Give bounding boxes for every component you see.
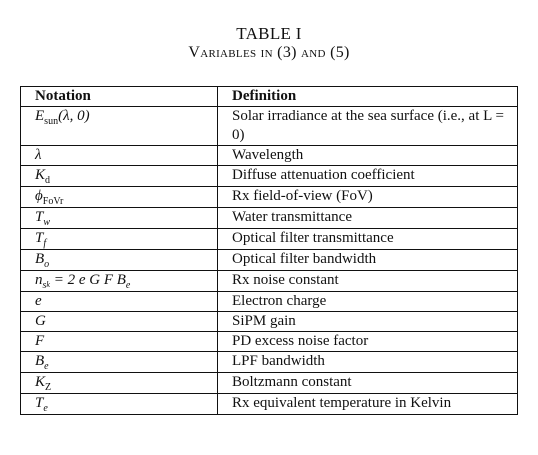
table-row: λ Wavelength xyxy=(20,145,518,166)
notation-subscript: FoVr xyxy=(42,196,64,207)
definition-cell: Optical filter transmittance xyxy=(217,228,518,250)
table-row: nsk = 2 e G F Be Rx noise constant xyxy=(20,270,518,292)
header-definition: Definition xyxy=(217,86,518,107)
notation-cell: Be xyxy=(20,351,218,373)
notation-subscript: s xyxy=(42,280,47,291)
notation-cell: F xyxy=(20,331,218,352)
notation-expression: (λ, 0) xyxy=(58,108,90,124)
definition-cell: Rx noise constant xyxy=(217,270,518,292)
notation-cell: Kd xyxy=(20,165,218,187)
definition-cell: Rx field-of-view (FoV) xyxy=(217,186,518,208)
definition-cell: SiPM gain xyxy=(217,311,518,332)
notation-cell: Bo xyxy=(20,249,218,271)
notation-subscript: d xyxy=(45,175,51,186)
table-body: Esun(λ, 0) Solar irradiance at the sea su… xyxy=(20,106,518,415)
table-row: KZ Boltzmann constant xyxy=(20,372,518,394)
notation-cell: Tw xyxy=(20,207,218,229)
notation-subscript: e xyxy=(43,403,48,414)
notation-subscript: o xyxy=(44,259,50,270)
notation-cell: Esun(λ, 0) xyxy=(20,106,218,146)
notation-cell: KZ xyxy=(20,372,218,394)
notation-symbol: T xyxy=(35,395,44,411)
definition-cell: Optical filter bandwidth xyxy=(217,249,518,271)
table-row: Kd Diffuse attenuation coefficient xyxy=(20,165,518,187)
definition-cell: Diffuse attenuation coefficient xyxy=(217,165,518,187)
definition-cell: Rx equivalent temperature in Kelvin xyxy=(217,393,518,415)
notation-cell: G xyxy=(20,311,218,332)
notation-symbol: λ xyxy=(35,147,42,163)
table-row: Esun(λ, 0) Solar irradiance at the sea su… xyxy=(20,106,518,146)
notation-symbol: B xyxy=(35,251,45,267)
table-row: Tw Water transmittance xyxy=(20,207,518,229)
notation-symbol: E xyxy=(35,108,45,124)
notation-cell: Te xyxy=(20,393,218,415)
notation-expression-subscript: e xyxy=(125,280,131,291)
notation-cell: nsk = 2 e G F Be xyxy=(20,270,218,292)
header-notation: Notation xyxy=(20,86,218,107)
notation-symbol: G xyxy=(35,313,46,329)
table-row: Tf Optical filter transmittance xyxy=(20,228,518,250)
table-row: Bo Optical filter bandwidth xyxy=(20,249,518,271)
notation-symbol: K xyxy=(35,167,46,183)
table-title: Variables in (3) and (5) xyxy=(188,44,350,61)
notation-subscript: w xyxy=(43,217,51,228)
notation-symbol: T xyxy=(35,230,44,246)
notation-expression: = 2 e G F B xyxy=(49,272,126,288)
notation-cell: Tf xyxy=(20,228,218,250)
notation-sub-subscript: k xyxy=(46,280,50,289)
table-row: ϕFoVr Rx field-of-view (FoV) xyxy=(20,186,518,208)
table-row: Be LPF bandwidth xyxy=(20,351,518,373)
notation-cell: λ xyxy=(20,145,218,166)
notation-symbol: K xyxy=(35,374,46,390)
definition-cell: Water transmittance xyxy=(217,207,518,229)
definition-cell: Electron charge xyxy=(217,291,518,312)
table-header-row: Notation Definition xyxy=(20,86,518,107)
notation-cell: e xyxy=(20,291,218,312)
definition-cell: PD excess noise factor xyxy=(217,331,518,352)
notation-symbol: ϕ xyxy=(35,188,43,204)
notation-subscript: f xyxy=(43,238,47,249)
notation-symbol: e xyxy=(35,293,42,309)
notation-subscript: e xyxy=(44,361,49,372)
table-row: Te Rx equivalent temperature in Kelvin xyxy=(20,393,518,415)
notation-symbol: F xyxy=(35,333,45,349)
notation-symbol: B xyxy=(35,353,45,369)
definition-cell: LPF bandwidth xyxy=(217,351,518,373)
definition-cell: Wavelength xyxy=(217,145,518,166)
definition-cell: Boltzmann constant xyxy=(217,372,518,394)
notation-subscript: sun xyxy=(44,116,59,127)
table-row: F PD excess noise factor xyxy=(20,331,518,352)
definition-cell: Solar irradiance at the sea surface (i.e… xyxy=(217,106,518,146)
notation-cell: ϕFoVr xyxy=(20,186,218,208)
notation-subscript: Z xyxy=(45,382,52,393)
table-row: e Electron charge xyxy=(20,291,518,312)
variables-table: Notation Definition Esun(λ, 0) Solar irra… xyxy=(20,86,518,415)
notation-symbol: T xyxy=(35,209,44,225)
notation-symbol: n xyxy=(35,272,43,288)
table-row: G SiPM gain xyxy=(20,311,518,332)
table-number: TABLE I xyxy=(236,24,302,43)
